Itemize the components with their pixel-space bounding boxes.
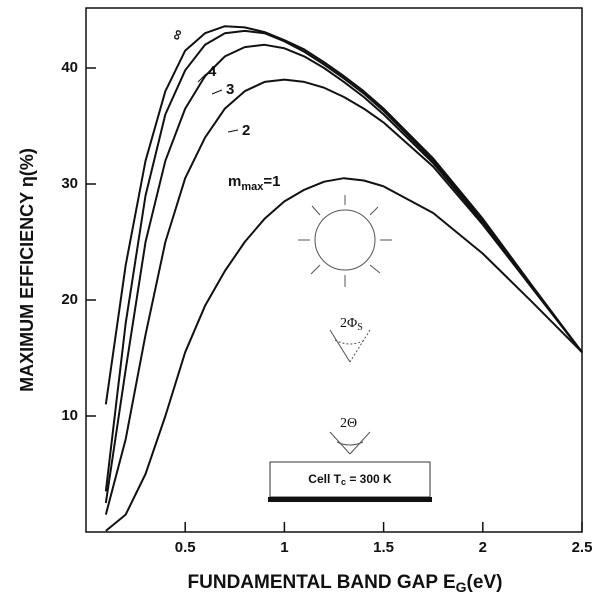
x-label-main: FUNDAMENTAL BAND GAP E	[188, 572, 456, 593]
x-tick-label: 2	[479, 539, 487, 556]
m-value: 1	[272, 173, 280, 190]
y-tick-label: 40	[61, 59, 78, 76]
m-eq: =	[263, 173, 272, 190]
cell-label-rest: = 300 K	[346, 472, 392, 486]
y-tick-label: 10	[61, 407, 78, 424]
series-line	[104, 29, 583, 492]
curve-label: mmax=1	[228, 173, 280, 193]
x-tick-label: 1	[280, 539, 288, 556]
sun-diagram	[298, 195, 392, 455]
y-tick-label: 20	[61, 291, 78, 308]
cell-base	[268, 497, 432, 502]
x-label-sub: G	[456, 579, 467, 595]
leader-line	[211, 89, 223, 95]
y-tick-label: 30	[61, 175, 78, 192]
x-label-unit: (eV)	[467, 572, 503, 593]
cell-label-sub: c	[341, 477, 346, 487]
series-line	[105, 177, 583, 532]
y-axis-label: MAXIMUM EFFICIENCY η(%)	[17, 148, 37, 392]
m-sub: max	[241, 181, 264, 193]
series-line	[104, 43, 583, 504]
curve-label: 2	[242, 122, 250, 139]
x-tick-label: 0.5	[175, 539, 196, 556]
curve-label: ∞	[168, 27, 188, 43]
m-label: m	[228, 173, 241, 190]
sun-angle-sub: S	[357, 322, 363, 333]
cell-label-main: Cell T	[308, 472, 341, 486]
series-line	[104, 78, 583, 515]
leader-line	[227, 129, 239, 133]
x-tick-label: 2.5	[572, 539, 593, 556]
sun-angle: 2ΦS	[340, 316, 363, 333]
plot-frame	[85, 7, 583, 533]
curve-label: 3	[226, 81, 234, 98]
cell-angle: 2Θ	[340, 416, 357, 431]
curve-label: 4	[208, 63, 217, 80]
x-axis-label: FUNDAMENTAL BAND GAP EG(eV)	[188, 572, 503, 595]
cell-label: Cell Tc = 300 K	[308, 472, 392, 487]
cell-box	[269, 461, 431, 498]
series-line	[104, 25, 583, 405]
sun-angle-main: 2Φ	[340, 316, 357, 331]
x-tick-label: 1.5	[373, 539, 394, 556]
